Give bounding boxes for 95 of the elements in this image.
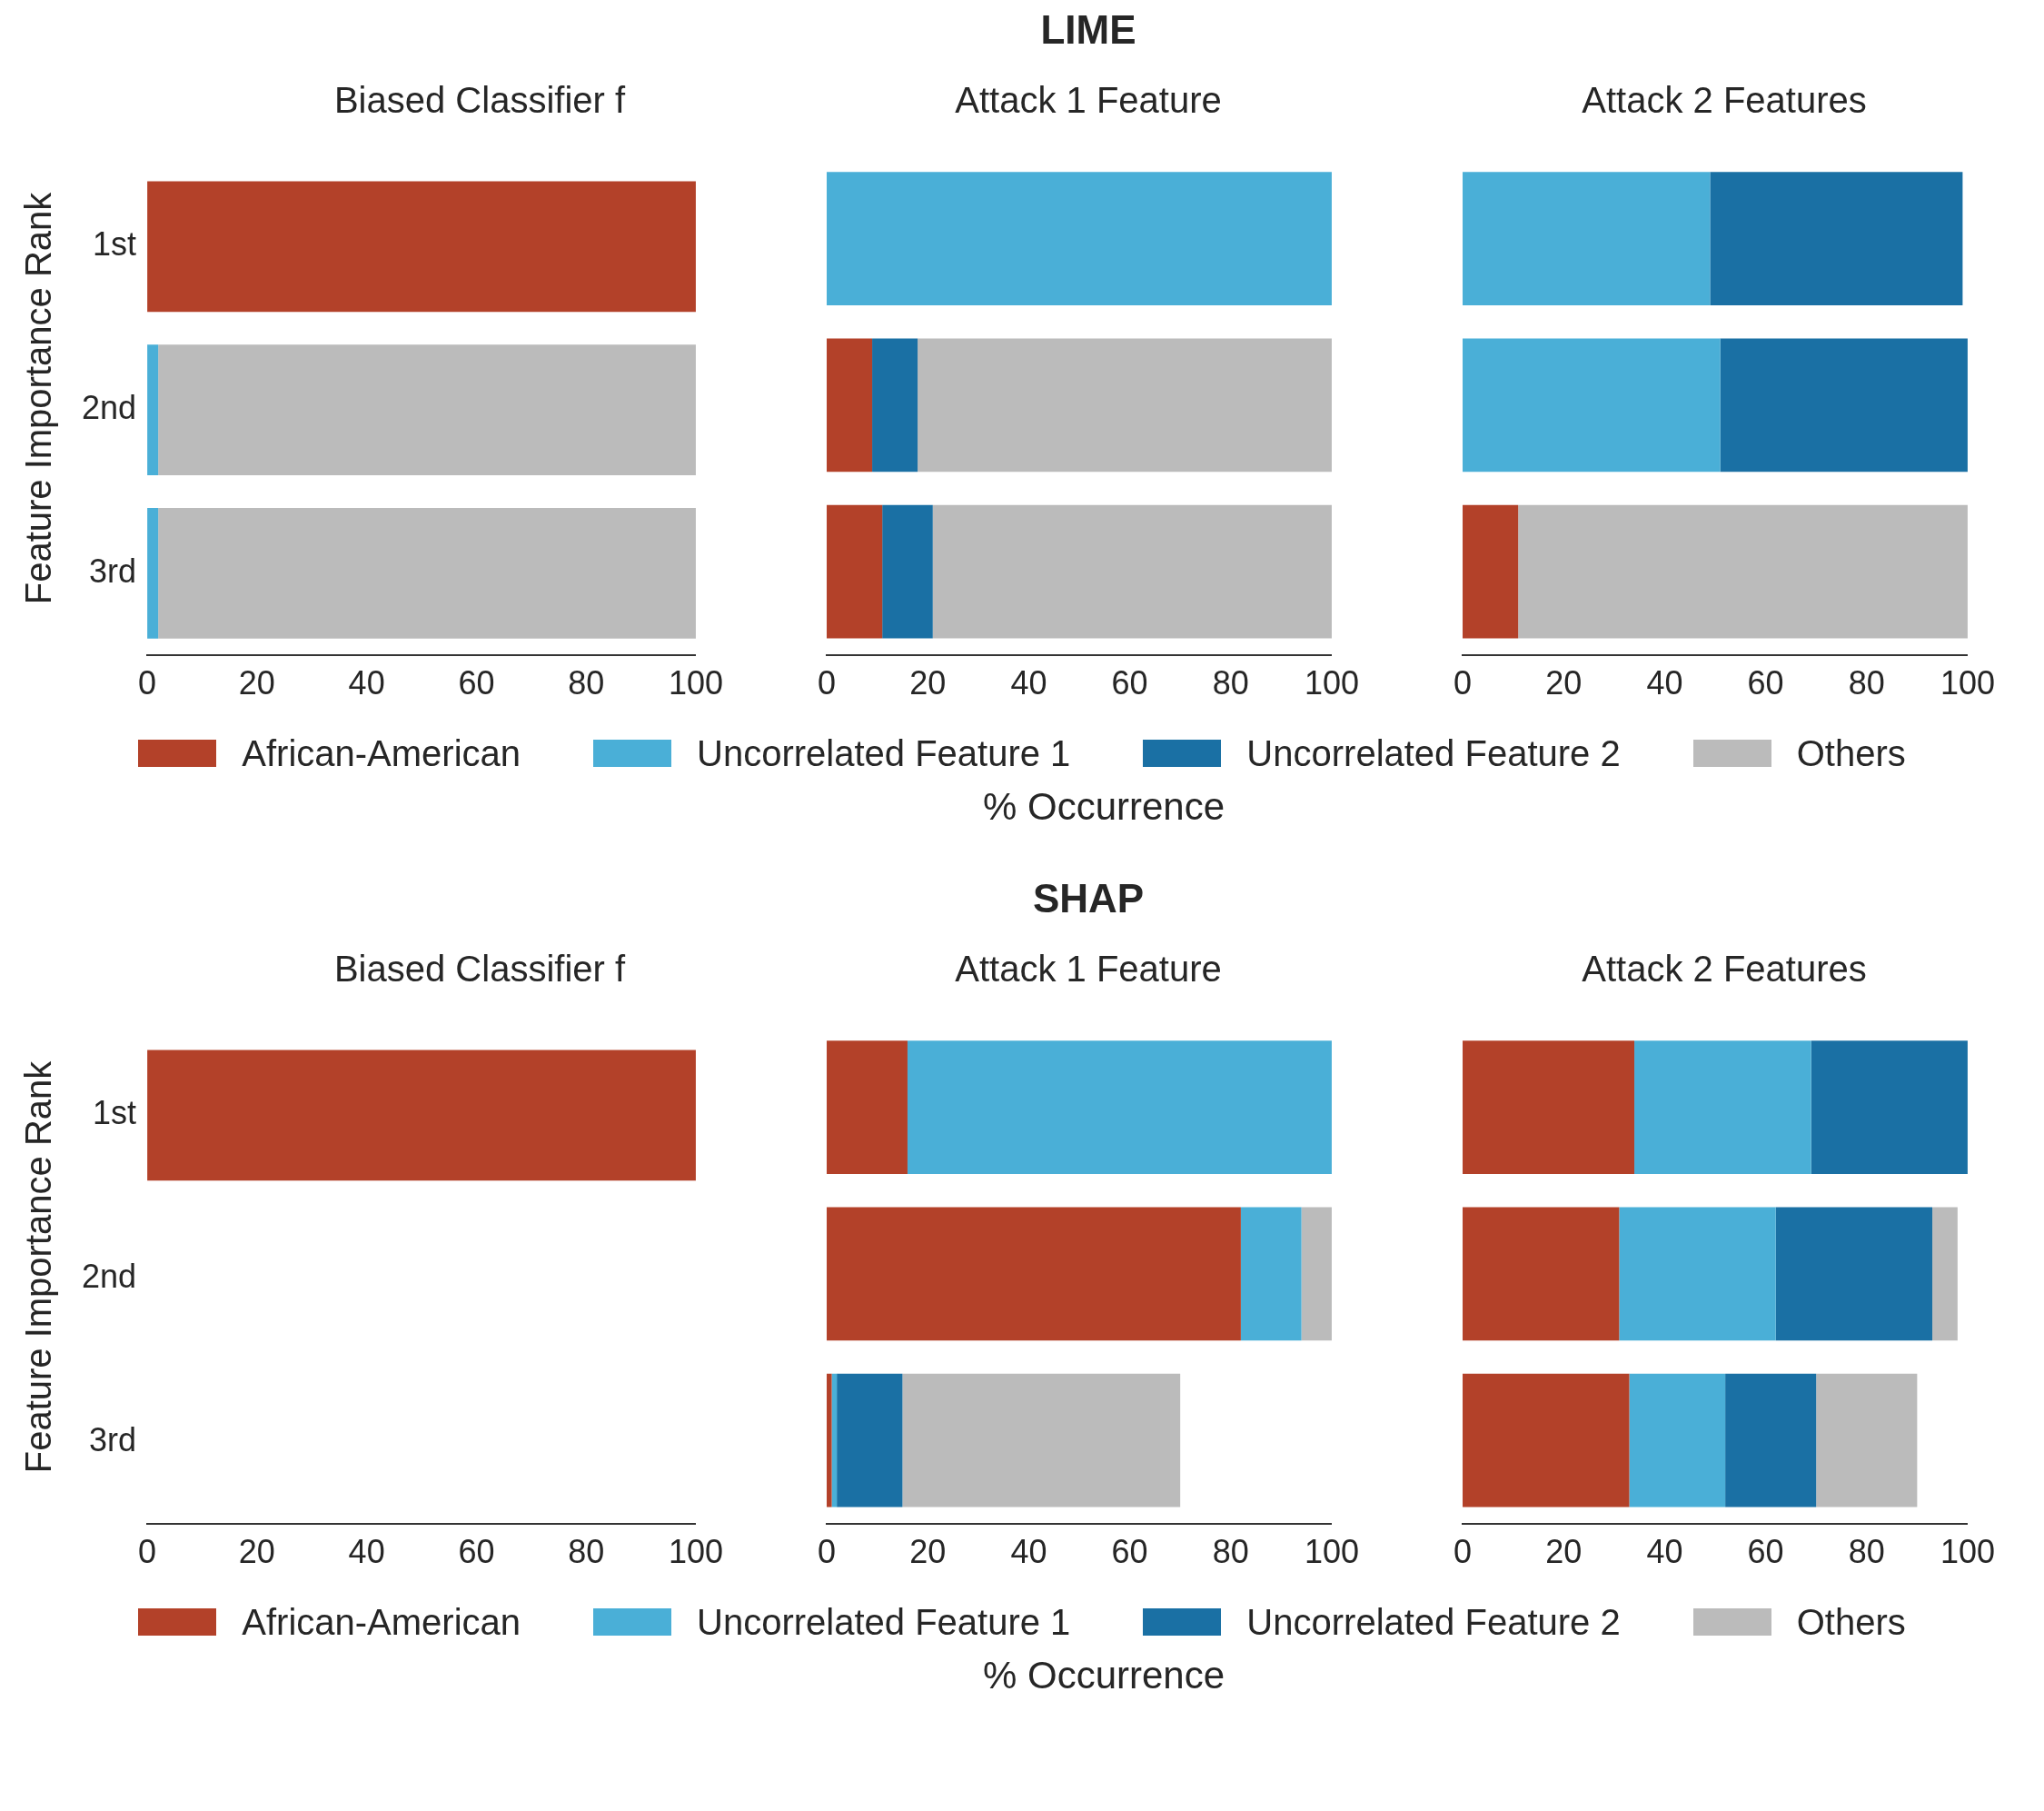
x-tick-label: 80 (568, 1533, 605, 1571)
bar (1463, 338, 1721, 473)
x-tick-label: 60 (1747, 664, 1784, 702)
chart-subtitle: Attack 2 Features (1581, 80, 1868, 122)
bar (1816, 1373, 1918, 1508)
chart-subtitle: Biased Classifier f (332, 949, 627, 990)
bar (1725, 1373, 1817, 1508)
bar (918, 338, 1332, 473)
bar (1463, 504, 1519, 639)
x-tick-label: 60 (1111, 1533, 1148, 1571)
x-tick-label: 80 (568, 664, 605, 702)
y-axis-title: Feature Importance Rank (18, 192, 60, 604)
x-tick-label: 20 (1545, 664, 1583, 702)
chart-subtitle: Attack 1 Feature (954, 80, 1223, 122)
x-tick-label: 20 (909, 1533, 947, 1571)
x-tick-label: 100 (1304, 1533, 1360, 1571)
x-tick-label: 0 (1454, 664, 1473, 702)
x-axis-title: % Occurrence (981, 1654, 1226, 1698)
x-tick-label: 60 (458, 664, 495, 702)
x-tick-label: 40 (1010, 1533, 1047, 1571)
x-tick-label: 0 (138, 1533, 157, 1571)
chart-subtitle: Attack 2 Features (1581, 949, 1868, 990)
x-tick-label: 0 (1454, 1533, 1473, 1571)
chart-title: LIME (1039, 7, 1137, 54)
bar (1240, 1207, 1302, 1341)
bar (1301, 1207, 1332, 1341)
x-tick-label: 100 (668, 664, 724, 702)
bar (1463, 1040, 1635, 1174)
bar (1932, 1207, 1958, 1341)
x-tick-label: 80 (1212, 664, 1249, 702)
chart-subtitle: Biased Classifier f (332, 80, 627, 122)
x-tick-label: 0 (138, 664, 157, 702)
x-tick-label: 20 (238, 1533, 275, 1571)
bar (1463, 1373, 1630, 1508)
bar (827, 1040, 908, 1174)
bar (882, 504, 933, 639)
legend-label: Others (1796, 1601, 1906, 1643)
bar (1634, 1040, 1811, 1174)
x-tick-label: 40 (1646, 1533, 1683, 1571)
x-tick-label: 20 (1545, 1533, 1583, 1571)
x-tick-label: 80 (1848, 1533, 1885, 1571)
x-tick-label: 80 (1212, 1533, 1249, 1571)
x-tick-label: 100 (1940, 1533, 1996, 1571)
x-tick-label: 0 (818, 664, 837, 702)
bar (1619, 1207, 1776, 1341)
legend-label: Uncorrelated Feature 1 (697, 1601, 1071, 1643)
legend-label: African-American (242, 732, 521, 774)
x-tick-label: 100 (1304, 664, 1360, 702)
x-axis-title: % Occurrence (981, 785, 1226, 830)
y-axis-title: Feature Importance Rank (18, 1060, 60, 1473)
bar (837, 1373, 903, 1508)
bar (827, 172, 1332, 305)
bar (1463, 1207, 1620, 1341)
bar (1518, 504, 1968, 639)
bar (1811, 1040, 1968, 1174)
chart-title: SHAP (1031, 876, 1146, 922)
y-tick-label: 1st (93, 1094, 137, 1132)
y-tick-label: 1st (93, 225, 137, 264)
x-tick-label: 20 (238, 664, 275, 702)
x-tick-label: 40 (1646, 664, 1683, 702)
legend-label: African-American (242, 1601, 521, 1643)
x-tick-label: 100 (668, 1533, 724, 1571)
x-tick-label: 60 (1747, 1533, 1784, 1571)
bar (902, 1373, 1181, 1508)
bar (831, 1373, 838, 1508)
legend-label: Uncorrelated Feature 2 (1246, 1601, 1621, 1643)
y-tick-label: 3rd (89, 552, 137, 590)
x-tick-label: 20 (909, 664, 947, 702)
bar (1629, 1373, 1726, 1508)
legend-label: Uncorrelated Feature 1 (697, 732, 1071, 774)
legend-label: Uncorrelated Feature 2 (1246, 732, 1621, 774)
bar (827, 338, 873, 473)
x-tick-label: 80 (1848, 664, 1885, 702)
x-tick-label: 100 (1940, 664, 1996, 702)
x-tick-label: 40 (1010, 664, 1047, 702)
bar (1710, 172, 1963, 305)
bar (827, 1373, 832, 1508)
bar (827, 504, 883, 639)
x-tick-label: 0 (818, 1533, 837, 1571)
x-tick-label: 40 (348, 1533, 385, 1571)
bar (932, 504, 1332, 639)
bar (1775, 1207, 1933, 1341)
bar (1720, 338, 1968, 473)
y-tick-label: 2nd (81, 389, 137, 427)
legend-label: Others (1796, 732, 1906, 774)
bar (1463, 172, 1711, 305)
y-tick-label: 3rd (89, 1420, 137, 1458)
bar (872, 338, 918, 473)
bar (907, 1040, 1332, 1174)
y-tick-label: 2nd (81, 1258, 137, 1296)
x-tick-label: 40 (348, 664, 385, 702)
bar (827, 1207, 1241, 1341)
x-tick-label: 60 (458, 1533, 495, 1571)
chart-subtitle: Attack 1 Feature (954, 949, 1223, 990)
x-tick-label: 60 (1111, 664, 1148, 702)
